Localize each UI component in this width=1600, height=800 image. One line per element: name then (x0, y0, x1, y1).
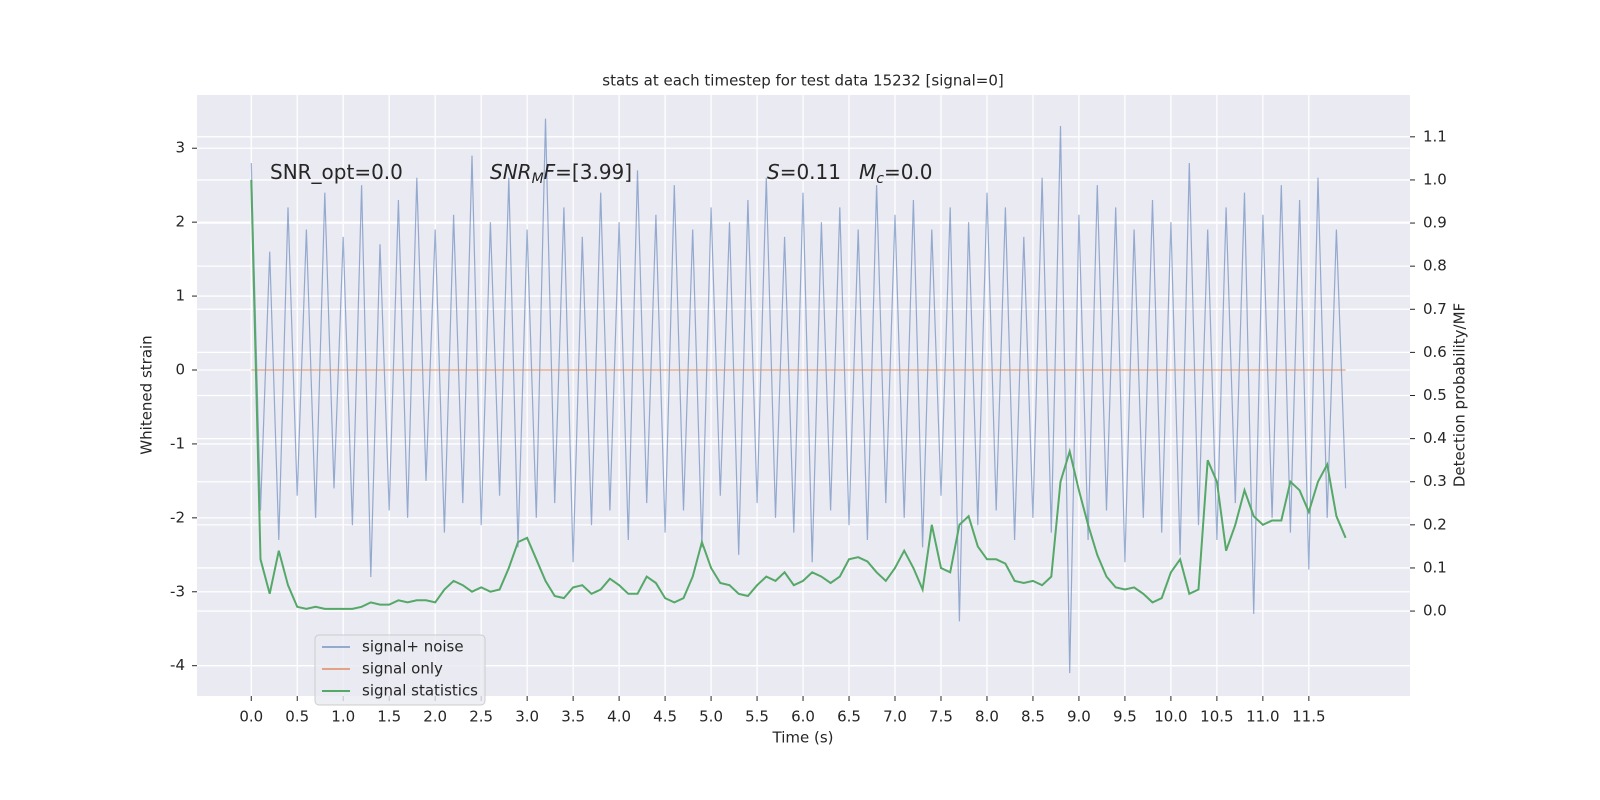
annotation-part: =[3.99] (555, 160, 632, 184)
y2-tick-label: 0.3 (1423, 472, 1447, 490)
series-line (250, 118, 1347, 674)
x-tick-label: 6.5 (837, 708, 861, 726)
annotation-part: M (532, 171, 544, 187)
y2-tick-label: 1.0 (1423, 170, 1447, 188)
x-tick-label: 3.5 (561, 708, 585, 726)
x-tick-label: 8.0 (975, 708, 999, 726)
annotation-part: SNR (490, 160, 532, 184)
y-tick-label: 3 (175, 139, 185, 157)
y2-tick-label: 0.7 (1423, 300, 1447, 318)
x-axis-label: Time (s) (772, 729, 834, 747)
annotation-part: =0.0 (884, 160, 933, 184)
y2-tick-label: 0.6 (1423, 343, 1447, 361)
y-tick-label: -2 (170, 508, 185, 526)
annotation-part: =0.11 (780, 160, 841, 184)
y2-tick-label: 0.2 (1423, 515, 1447, 533)
x-tick-label: 4.0 (607, 708, 631, 726)
y2-tick-label: 0.0 (1423, 602, 1447, 620)
y2-tick-label: 0.1 (1423, 558, 1447, 576)
y-tick-label: -1 (170, 434, 185, 452)
legend-label: signal statistics (362, 682, 478, 700)
x-tick-label: 1.5 (377, 708, 401, 726)
x-tick-label: 7.5 (929, 708, 953, 726)
chart-title: stats at each timestep for test data 152… (602, 72, 1003, 90)
series (250, 118, 1347, 674)
x-tick-label: 5.0 (699, 708, 723, 726)
x-tick-label: 5.5 (745, 708, 769, 726)
y-tick-label: -4 (170, 656, 185, 674)
y2-tick-label: 0.5 (1423, 386, 1447, 404)
y2-axis-label: Detection probability/MF (1451, 303, 1469, 487)
y-axis-label: Whitened strain (138, 335, 156, 454)
y2-tick-label: 1.1 (1423, 127, 1447, 145)
y2-tick-label: 0.8 (1423, 257, 1447, 275)
x-tick-label: 2.5 (469, 708, 493, 726)
annotations: SNR_opt=0.0 SNRMF=[3.99] S=0.11 Mc=0.0 (270, 160, 933, 188)
y-tick-label: -3 (170, 582, 185, 600)
annotation: SNR_opt=0.0 (270, 160, 403, 184)
x-tick-label: 8.5 (1021, 708, 1045, 726)
y-tick-label: 1 (175, 287, 185, 305)
x-tick-label: 11.5 (1292, 708, 1325, 726)
x-tick-label: 10.0 (1154, 708, 1187, 726)
x-tick-label: 2.0 (423, 708, 447, 726)
annotation-part: SNR_opt=0.0 (270, 160, 403, 184)
annotation-part: M (859, 160, 876, 184)
y2-tick-label: 0.9 (1423, 214, 1447, 232)
annotation-part: S (767, 160, 780, 184)
annotation-part: F (544, 160, 556, 184)
series-line (250, 179, 1347, 610)
annotation: SNRMF=[3.99] (490, 160, 632, 188)
x-tick-label: 9.5 (1113, 708, 1137, 726)
y-tick-label: 2 (175, 213, 185, 231)
annotation: S=0.11 (767, 160, 841, 184)
x-tick-label: 1.0 (331, 708, 355, 726)
legend-box (314, 634, 486, 706)
x-tick-label: 4.5 (653, 708, 677, 726)
x-tick-label: 6.0 (791, 708, 815, 726)
x-tick-label: 0.0 (239, 708, 263, 726)
x-tick-label: 7.0 (883, 708, 907, 726)
annotation-part: c (876, 171, 884, 187)
annotation: Mc=0.0 (859, 160, 933, 188)
legend-label: signal+ noise (362, 638, 464, 656)
y2-tick-label: 0.4 (1423, 429, 1447, 447)
legend-label: signal only (362, 660, 443, 678)
x-tick-label: 9.0 (1067, 708, 1091, 726)
legend: signal+ noise signal only signal statistic… (314, 634, 486, 706)
x-tick-label: 11.0 (1246, 708, 1279, 726)
x-tick-label: 10.5 (1200, 708, 1233, 726)
y-tick-label: 0 (175, 360, 185, 378)
x-tick-label: 3.0 (515, 708, 539, 726)
x-tick-label: 0.5 (285, 708, 309, 726)
